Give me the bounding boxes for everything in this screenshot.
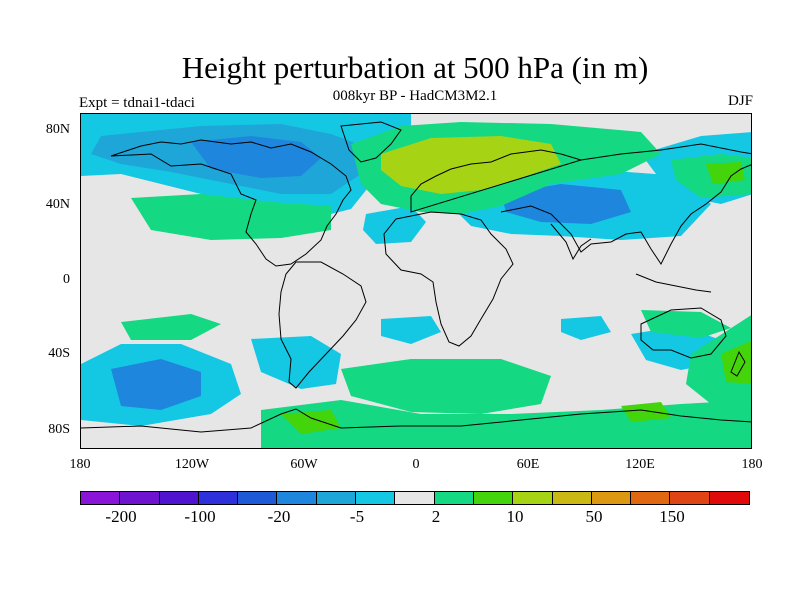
colorbar-swatch — [81, 492, 121, 504]
lon-label-120w: 120W — [174, 457, 210, 472]
colorbar-swatch — [356, 492, 396, 504]
lon-label-60w: 60W — [290, 457, 318, 472]
colorbar-label: 150 — [659, 507, 685, 526]
contour-green-atlantic — [131, 194, 331, 240]
contour-green-south-core — [281, 410, 341, 434]
colorbar-swatch — [198, 492, 239, 504]
contour-blue-indian-2 — [561, 316, 611, 340]
contour-green-antarctic-east — [621, 402, 671, 422]
coastline-greenland — [340, 121, 402, 163]
contour-green-nz-core — [721, 340, 751, 384]
lon-label-0: 0 — [412, 457, 420, 472]
colorbar-label: -100 — [184, 507, 216, 526]
colorbar-label: -20 — [267, 507, 291, 526]
colorbar-label: -200 — [105, 507, 137, 526]
colorbar-label: -5 — [349, 507, 365, 526]
colorbar-swatch — [552, 492, 592, 504]
contour-green-indian — [641, 310, 731, 338]
coastline-india — [550, 223, 592, 261]
contour-map — [81, 114, 751, 448]
lat-label-0: 0 — [63, 272, 70, 287]
coastline-antarctica — [81, 408, 751, 433]
contour-blue-andes — [251, 336, 341, 389]
lon-label-180w: 180 — [69, 457, 91, 472]
colorbar-swatch — [513, 492, 553, 504]
colorbar-swatch — [159, 492, 199, 504]
chart-subtitle: 008kyr BP - HadCM3M2.1 — [332, 88, 498, 104]
colorbar-swatch — [434, 492, 474, 504]
colorbar — [80, 491, 750, 505]
coastline-indonesia — [635, 273, 712, 293]
coastline-north-america — [110, 139, 352, 267]
contour-blue-indian — [381, 316, 441, 344]
colorbar-swatch — [631, 492, 671, 504]
contour-blue-pacific-south-core — [111, 359, 201, 410]
coastline-new-zealand — [730, 350, 746, 377]
lat-label-40s: 40S — [48, 346, 70, 361]
chart-title: Height perturbation at 500 hPa (in m) — [181, 50, 649, 85]
colorbar-label: 10 — [506, 507, 524, 526]
season-label: DJF — [727, 93, 753, 109]
coastline-europe — [410, 149, 583, 213]
contour-blue-asia-core — [501, 184, 631, 224]
contour-green-pacific-north-core — [706, 162, 745, 184]
colorbar-swatch — [316, 492, 357, 504]
lat-label-80n: 80N — [45, 122, 70, 137]
colorbar-swatch — [277, 492, 317, 504]
contour-fills — [81, 114, 751, 448]
lat-label-40n: 40N — [45, 197, 70, 212]
lon-label-60e: 60E — [516, 457, 540, 472]
colorbar-swatch — [238, 492, 278, 504]
lat-label-80s: 80S — [48, 422, 70, 437]
contour-green-pacific-east — [121, 314, 221, 340]
lon-label-120e: 120E — [625, 457, 655, 472]
colorbar-swatch — [120, 492, 160, 504]
coastline-asia — [500, 143, 751, 265]
coastline-australia — [640, 307, 727, 359]
contour-green-south-atlantic — [341, 359, 551, 414]
map-panel — [80, 113, 752, 449]
coastline-south-america — [278, 261, 367, 389]
coastline-africa — [383, 211, 514, 347]
contour-blue-core — [191, 136, 321, 178]
colorbar-label: 50 — [585, 507, 603, 526]
colorbar-label: 2 — [431, 507, 441, 526]
lon-label-180e: 180 — [741, 457, 763, 472]
coastlines — [81, 121, 751, 433]
experiment-label: Expt = tdnai1-tdaci — [79, 95, 195, 111]
colorbar-swatch — [591, 492, 632, 504]
colorbar-swatch — [395, 492, 435, 504]
colorbar-swatch — [473, 492, 514, 504]
colorbar-swatch — [670, 492, 710, 504]
colorbar-swatch — [709, 492, 750, 504]
contour-blue-atlantic — [363, 206, 426, 244]
